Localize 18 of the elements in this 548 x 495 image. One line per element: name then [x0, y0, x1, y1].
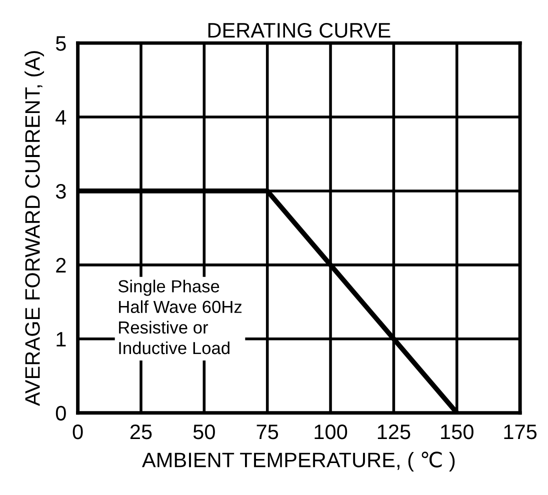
y-tick-label: 3	[56, 184, 66, 199]
x-tick-label: 125	[378, 424, 410, 440]
x-tick-label: 150	[441, 424, 474, 440]
x-tick-label: 100	[314, 424, 348, 440]
y-tick-label: 1	[56, 332, 66, 346]
x-tick-label: 175	[504, 424, 537, 440]
x-tick-label: 0	[72, 424, 83, 440]
y-tick-label: 4	[56, 110, 66, 125]
x-axis-title: AMBIENT TEMPERATURE, ( ℃ )	[142, 452, 455, 472]
chart-title: DERATING CURVE	[208, 22, 390, 38]
y-axis-title: AVERAGE FORWARD CURRENT, (A)	[24, 51, 44, 406]
annotation: Single Phase Half Wave 60Hz Resistive or Inductive Load	[118, 280, 242, 354]
x-tick-label: 75	[256, 424, 278, 440]
x-tick-label: 25	[130, 424, 152, 440]
y-tick-label: 5	[56, 36, 66, 51]
y-tick-label: 0	[56, 406, 66, 421]
y-tick-label: 2	[56, 258, 66, 272]
x-tick-label: 50	[193, 424, 215, 440]
